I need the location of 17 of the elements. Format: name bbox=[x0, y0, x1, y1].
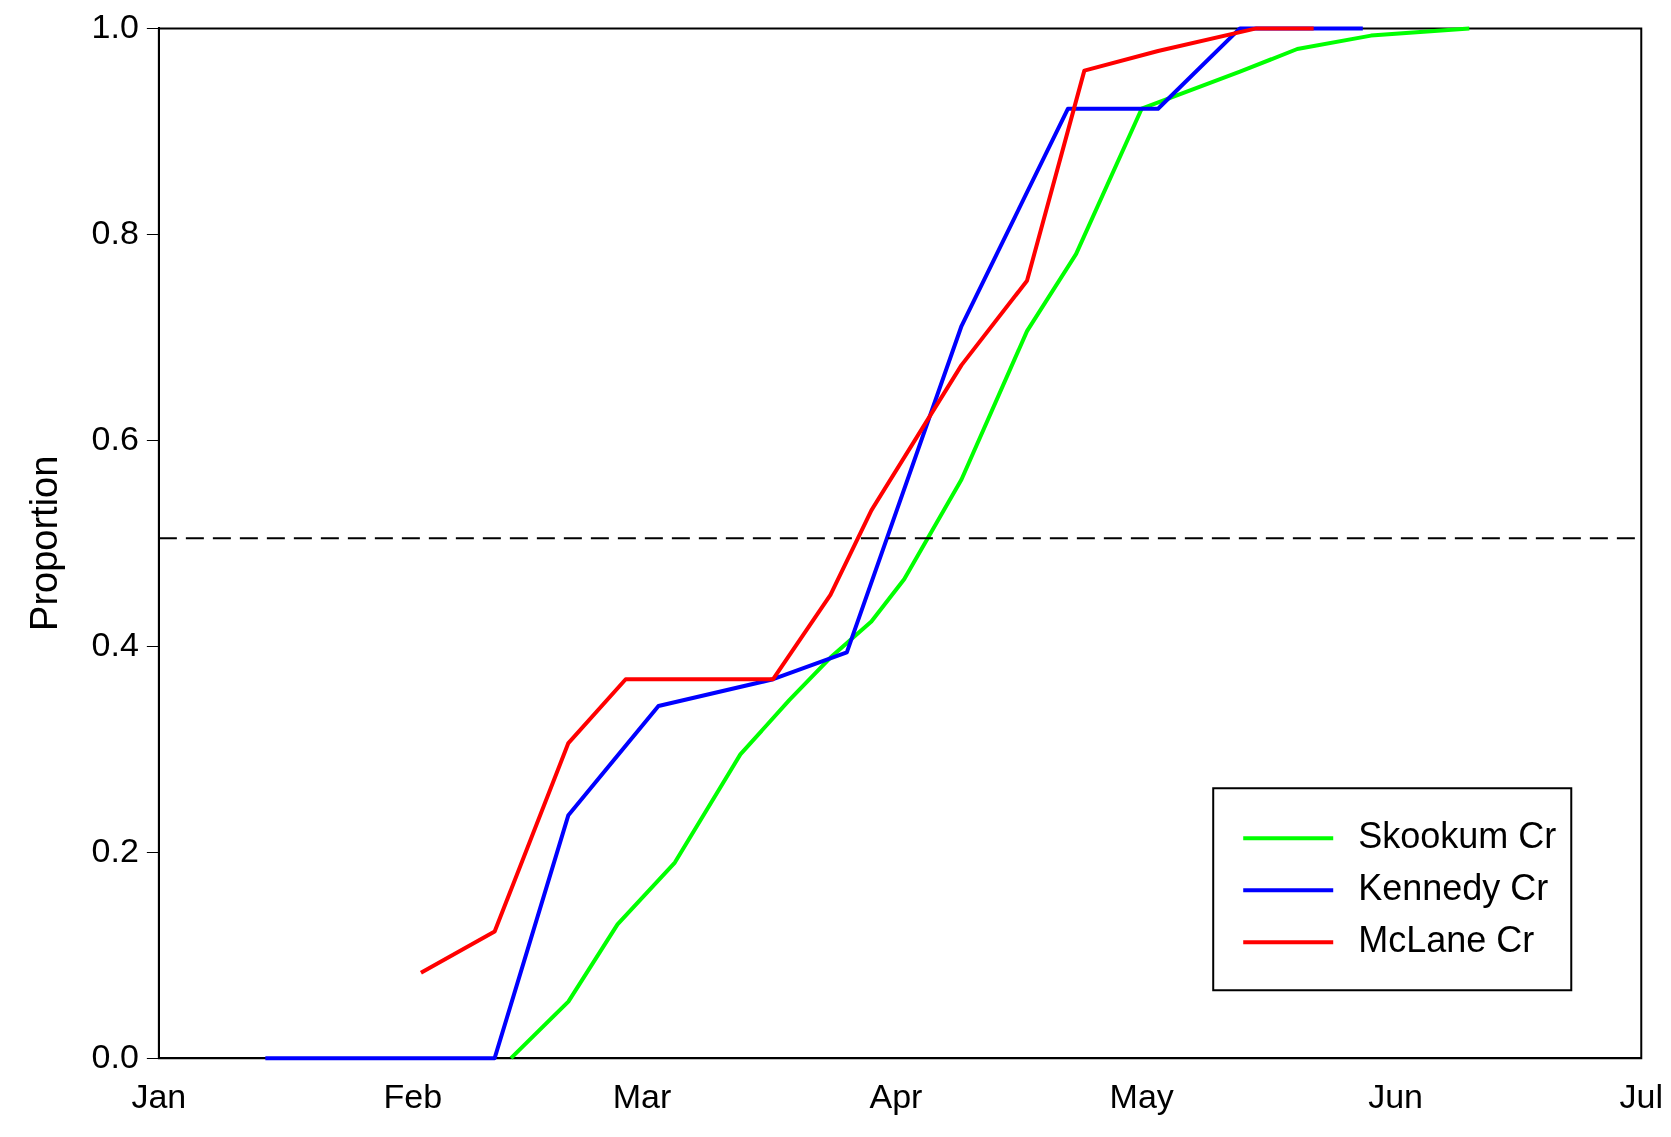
legend-label: Kennedy Cr bbox=[1358, 867, 1549, 909]
x-tick-label: Mar bbox=[612, 1076, 672, 1115]
x-tick-label: Feb bbox=[383, 1076, 443, 1115]
y-tick-label: 0.6 bbox=[91, 418, 139, 457]
x-tick-label: May bbox=[1109, 1076, 1174, 1115]
y-tick-label: 0.2 bbox=[91, 830, 139, 869]
legend-label: Skookum Cr bbox=[1358, 815, 1557, 857]
x-tick-label: Apr bbox=[869, 1076, 923, 1115]
y-tick-label: 1.0 bbox=[91, 6, 139, 45]
x-tick-label: Jul bbox=[1619, 1076, 1663, 1115]
y-tick-label: 0.4 bbox=[91, 624, 139, 663]
x-tick-label: Jun bbox=[1368, 1076, 1423, 1115]
x-tick-label: Jan bbox=[131, 1076, 187, 1115]
y-axis-title: Proportion bbox=[23, 455, 66, 631]
y-tick-label: 0.8 bbox=[91, 212, 139, 251]
legend-label: McLane Cr bbox=[1358, 919, 1535, 961]
y-tick-label: 0.0 bbox=[91, 1036, 139, 1075]
